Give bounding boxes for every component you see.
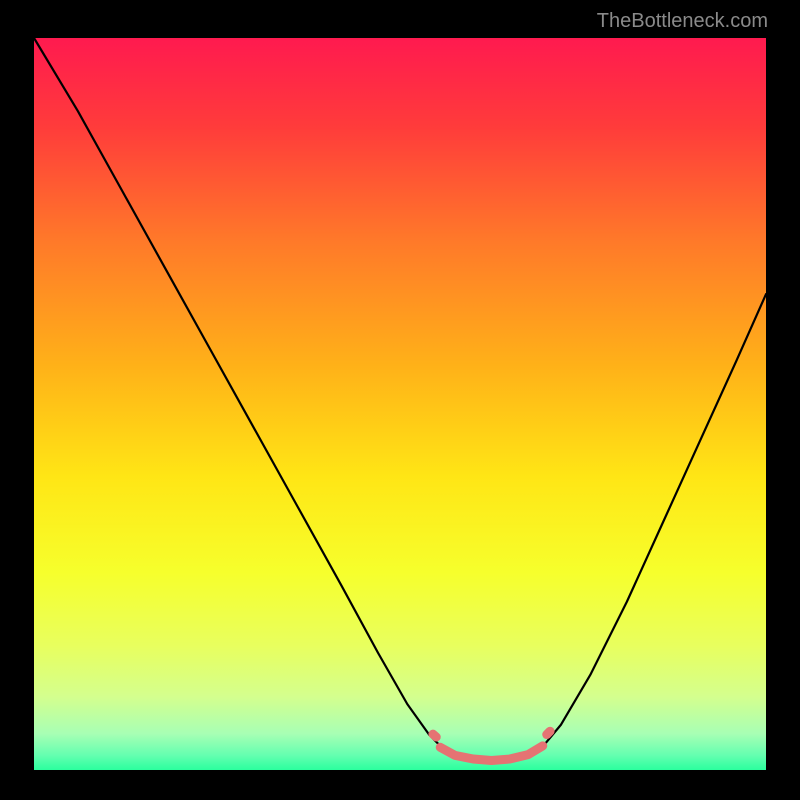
sweet-spot-end-nub (433, 734, 436, 737)
plot-gradient (34, 38, 766, 770)
sweet-spot-end-nub (547, 731, 550, 734)
watermark-text: TheBottleneck.com (597, 10, 768, 33)
chart-container: TheBottleneck.com (0, 0, 800, 800)
bottleneck-chart (0, 0, 800, 800)
